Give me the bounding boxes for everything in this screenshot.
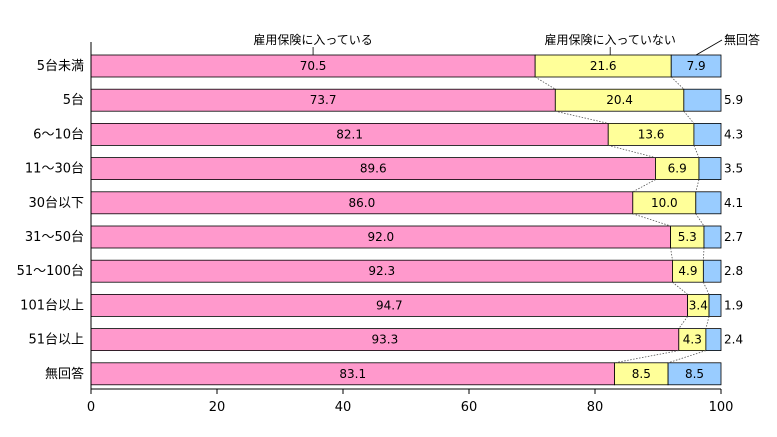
series-line [683, 110, 695, 124]
data-label: 4.9 [678, 264, 697, 278]
data-label: 7.9 [687, 59, 706, 73]
data-label: 92.0 [367, 230, 394, 244]
category-label: 101台以上 [20, 298, 84, 313]
series-line [693, 145, 700, 158]
x-tick-label: 40 [335, 400, 352, 415]
data-label: 1.9 [724, 298, 743, 312]
data-label: 73.7 [310, 93, 337, 107]
category-label: 30台以下 [28, 196, 84, 211]
data-label: 6.9 [668, 162, 687, 176]
x-tick-label: 100 [709, 400, 734, 415]
series-line [670, 76, 685, 90]
category-label: 31～50台 [25, 230, 84, 245]
data-label: 5.9 [724, 93, 743, 107]
data-label: 2.4 [724, 333, 743, 347]
bar-segment [683, 88, 722, 112]
bar-segment [702, 259, 722, 283]
legend-label-not-insured: 雇用保険に入っていない [544, 32, 675, 47]
data-label: 92.3 [368, 264, 395, 278]
data-label: 4.3 [724, 127, 743, 141]
data-label: 21.6 [590, 59, 617, 73]
category-label: 51台以上 [28, 333, 84, 348]
series-line [632, 213, 671, 227]
legend-label-no-answer: 無回答 [724, 32, 760, 47]
x-tick-label: 20 [209, 400, 226, 415]
data-label: 13.6 [638, 127, 665, 141]
series-line [695, 179, 700, 192]
series-line [534, 76, 556, 90]
data-label: 5.3 [678, 230, 697, 244]
x-tick-label: 60 [461, 400, 478, 415]
x-tick-label: 80 [587, 400, 604, 415]
legend-label-insured: 雇用保険に入っている [253, 32, 372, 47]
data-label: 2.7 [724, 230, 743, 244]
series-line [608, 145, 656, 158]
data-label: 4.1 [724, 196, 743, 210]
bar-segment [705, 328, 722, 352]
category-label: 5台 [63, 93, 84, 108]
series-line [672, 281, 688, 295]
data-label: 20.4 [606, 93, 633, 107]
bar-segment [667, 362, 722, 386]
series-line [614, 350, 679, 364]
x-tick-label: 0 [87, 400, 95, 415]
category-label: 11～30台 [25, 162, 84, 177]
data-label: 82.1 [336, 127, 363, 141]
category-label: 5台未満 [37, 59, 84, 74]
category-label: 6～10台 [33, 127, 84, 142]
bar-segment [698, 157, 722, 181]
data-label: 4.3 [683, 333, 702, 347]
data-label: 8.5 [632, 367, 651, 381]
data-label: 94.7 [376, 298, 403, 312]
bar-segment [695, 191, 722, 215]
data-label: 8.5 [685, 367, 704, 381]
bar-segment [693, 123, 722, 146]
data-label: 3.4 [689, 298, 708, 312]
category-label: 無回答 [45, 366, 84, 382]
data-label: 83.1 [339, 367, 366, 381]
series-line [632, 179, 656, 193]
data-label: 3.5 [724, 162, 743, 176]
data-label: 93.3 [372, 333, 399, 347]
data-label: 89.6 [360, 162, 387, 176]
data-label: 2.8 [724, 264, 743, 278]
series-line [702, 282, 710, 295]
data-label: 70.5 [300, 59, 327, 73]
series-line [705, 316, 710, 329]
series-line [670, 247, 673, 261]
legend-leader-line [695, 39, 723, 56]
bar-segment [703, 225, 722, 249]
data-label: 10.0 [651, 196, 678, 210]
data-label: 86.0 [349, 196, 376, 210]
category-label: 51～100台 [17, 264, 84, 279]
bar-segment [708, 293, 722, 317]
series-line [678, 316, 688, 329]
series-line [702, 247, 705, 261]
series-line [695, 213, 705, 227]
series-line [667, 350, 707, 364]
series-line [555, 110, 609, 124]
